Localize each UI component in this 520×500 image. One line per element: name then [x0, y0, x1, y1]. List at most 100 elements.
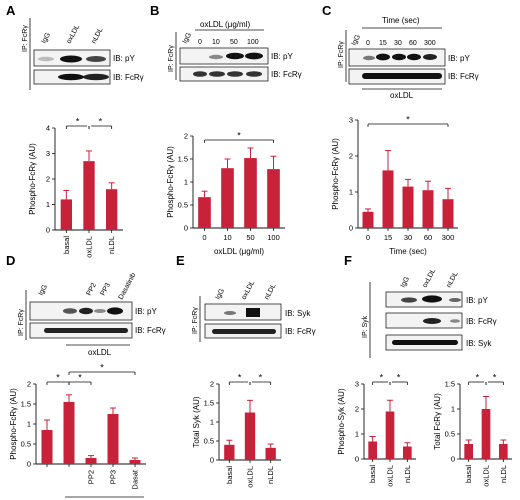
- panel-label-c: C: [322, 3, 332, 18]
- ib-label: IB: pY: [113, 54, 135, 63]
- lane-label: PP2: [86, 282, 98, 297]
- y-tick-label: 1: [451, 405, 455, 414]
- significance-star: *: [100, 363, 104, 373]
- significance-star: *: [56, 373, 60, 383]
- bar: [221, 168, 234, 228]
- y-tick-label: 4: [46, 124, 50, 133]
- lane-label: nLDL: [264, 283, 278, 301]
- y-tick-label: 0: [184, 224, 188, 233]
- blot-panel-b: oxLDL (μg/ml) IP: FcRγ IgG 0 10 50 100 I…: [168, 20, 302, 82]
- bar: [499, 444, 508, 459]
- ib-label: IB: FcRγ: [135, 326, 166, 335]
- y-tick-label: 2: [27, 380, 31, 389]
- bar: [385, 411, 395, 459]
- y-tick-label: 3: [355, 380, 359, 389]
- blot-b-ip: IP: FcRγ: [168, 45, 175, 72]
- lane-label: 30: [394, 40, 402, 47]
- bar: [106, 189, 118, 230]
- blot-d-treatment: oxLDL: [88, 348, 112, 357]
- bar-chart-f1: 0 1 2 3 Phospho-Syk (AU) basal oxLDL nLDL * *: [337, 373, 416, 487]
- bar: [362, 211, 374, 228]
- ib-label: IB: pY: [135, 307, 157, 316]
- x-axis-label: Time (sec): [389, 247, 427, 256]
- blot-panel-a: IP: FcRγ IgG oxLDL nLDL IB: pY IB: FcRγ: [22, 18, 144, 90]
- y-axis-label: Phospho-FcRγ (AU): [166, 146, 175, 218]
- lane-label: 300: [424, 40, 436, 47]
- y-tick-label: 0: [355, 455, 359, 464]
- blot-band: [423, 318, 441, 324]
- blot-band: [422, 295, 442, 303]
- blot-c-treatment: oxLDL: [390, 91, 414, 100]
- lane-label: Dasatinib: [118, 272, 138, 301]
- significance-star: *: [78, 373, 82, 383]
- y-tick-label: 0: [46, 226, 50, 235]
- lane-label: IgG: [215, 288, 226, 301]
- ib-label: IB: pY: [271, 52, 293, 61]
- blot-band: [363, 55, 375, 61]
- blot-band: [58, 73, 84, 81]
- y-tick-label: 0: [27, 460, 31, 469]
- lane-label: IgG: [400, 276, 411, 289]
- bar: [83, 161, 95, 230]
- lane-label: 0: [366, 40, 370, 47]
- blot-band: [193, 71, 207, 77]
- blot-d-ip: IP: FcRγ: [18, 309, 25, 336]
- bar: [422, 190, 434, 228]
- y-tick-label: 1: [349, 188, 353, 197]
- bar: [198, 197, 211, 228]
- x-tick-label: 60: [424, 233, 432, 242]
- y-tick-label: 0.5: [21, 440, 31, 449]
- ib-label: IB: pY: [448, 54, 470, 63]
- bar: [60, 199, 72, 230]
- bar: [267, 169, 280, 228]
- blot-band: [362, 73, 442, 79]
- x-tick-label: 15: [384, 233, 392, 242]
- lane-label: nLDL: [446, 271, 460, 289]
- bar: [244, 158, 257, 228]
- blot-band: [38, 56, 54, 62]
- blot-band: [245, 52, 263, 60]
- y-tick-label: 1: [46, 200, 50, 209]
- x-tick-label: basal: [225, 466, 234, 484]
- significance-star: *: [259, 373, 263, 383]
- y-tick-label: 1: [27, 420, 31, 429]
- lane-label: 100: [247, 39, 259, 46]
- blot-band: [392, 340, 458, 345]
- ib-label: IB: FcRγ: [448, 72, 479, 81]
- lane-label: 60: [409, 40, 417, 47]
- bar: [442, 199, 454, 228]
- y-tick-label: 1: [184, 178, 188, 187]
- y-tick-label: 0: [349, 224, 353, 233]
- y-tick-label: 1: [355, 430, 359, 439]
- blot-band: [209, 54, 223, 60]
- lane-label: IgG: [41, 32, 52, 45]
- significance-star: *: [76, 117, 80, 127]
- x-tick-label: oxLDL: [482, 465, 491, 487]
- panel-label-a: A: [6, 3, 16, 18]
- x-tick-label: nLDL: [499, 465, 508, 483]
- bar: [403, 446, 412, 459]
- y-tick-label: 0.5: [204, 437, 214, 446]
- lane-label: 0: [198, 39, 202, 46]
- blot-band: [94, 309, 106, 313]
- blot-band: [246, 71, 262, 77]
- blot-band: [401, 297, 417, 303]
- bar: [224, 444, 235, 460]
- y-tick-label: 0.5: [178, 201, 188, 210]
- lane-label: oxLDL: [66, 24, 82, 45]
- x-axis-label: oxLDL (μg/ml): [214, 247, 264, 256]
- y-tick-label: 2: [184, 132, 188, 141]
- significance-star: *: [397, 373, 401, 383]
- bar-chart-b: 0 0.5 1 1.5 2 Phospho-FcRγ (AU) 0 10 50 100oxLDL …: [166, 131, 285, 256]
- significance-star: *: [380, 373, 384, 383]
- y-tick-label: 1: [210, 418, 214, 427]
- lane-label: PP3: [100, 282, 112, 297]
- lane-label: 10: [212, 39, 220, 46]
- y-axis-label: Phospho-FcRγ (AU): [331, 138, 340, 210]
- x-tick-label: nLDL: [403, 465, 412, 483]
- y-axis-label: Phospho-FcRγ (AU): [9, 388, 18, 460]
- panel-label-d: D: [6, 253, 15, 268]
- significance-star: *: [493, 373, 497, 383]
